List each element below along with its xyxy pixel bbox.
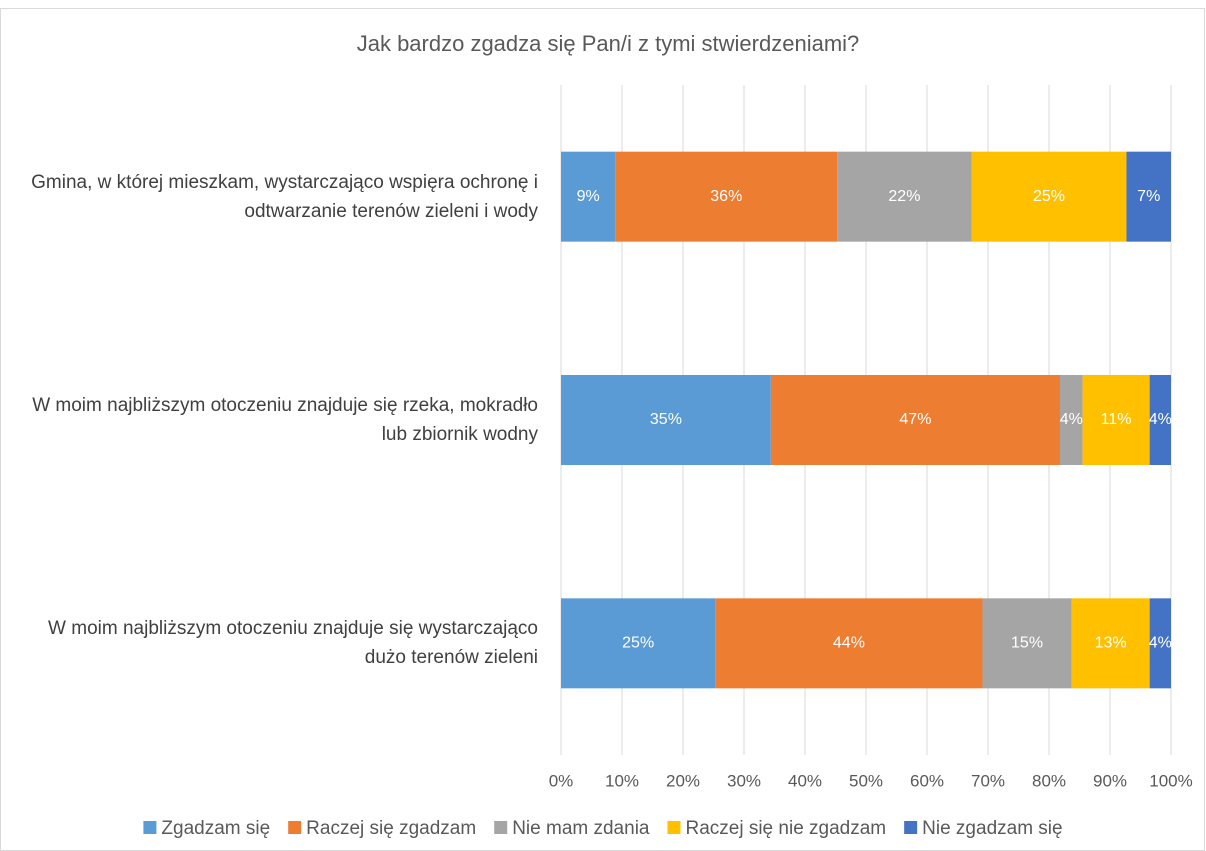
bar-segment: [837, 151, 972, 242]
bar-segment: [1149, 375, 1171, 465]
legend-label: Nie mam zdania: [512, 818, 650, 839]
data-label: 47%: [899, 411, 931, 428]
legend-label: Nie zgadzam się: [922, 818, 1062, 839]
legend-swatch: [143, 821, 157, 834]
data-label: 15%: [1011, 635, 1043, 652]
data-label: 13%: [1095, 635, 1127, 652]
category-label: W moim najbliższym otoczeniu znajduje si…: [32, 395, 538, 445]
legend-swatch: [494, 821, 508, 834]
chart-title: Jak bardzo zgadza się Pan/i z tymi stwie…: [357, 31, 860, 56]
data-label: 22%: [888, 188, 920, 205]
legend-label: Raczej się nie zgadzam: [685, 818, 886, 839]
x-tick-label: 80%: [1032, 771, 1066, 790]
data-label: 11%: [1101, 411, 1132, 428]
data-label: 9%: [577, 188, 600, 205]
legend-swatch: [904, 821, 918, 834]
data-label: 4%: [1060, 411, 1083, 428]
data-label: 36%: [710, 188, 742, 205]
data-label: 4%: [1149, 411, 1172, 428]
bar-segment: [1071, 598, 1150, 689]
x-tick-label: 60%: [910, 771, 944, 790]
bar-segment: [561, 375, 771, 465]
bar-segment: [715, 598, 983, 689]
bar-segment: [1126, 151, 1171, 242]
x-tick-label: 10%: [605, 771, 639, 790]
legend-label: Zgadzam się: [161, 818, 270, 839]
data-label: 25%: [1033, 188, 1065, 205]
x-tick-label: 90%: [1093, 771, 1127, 790]
data-label: 7%: [1137, 188, 1160, 205]
x-tick-label: 100%: [1149, 771, 1192, 790]
bar-segment: [561, 598, 716, 689]
bar-segment: [971, 151, 1127, 242]
bar-segment: [1149, 598, 1171, 689]
bar-segment: [770, 375, 1060, 465]
legend-label: Raczej się zgadzam: [306, 818, 476, 839]
x-tick-label: 20%: [666, 771, 700, 790]
legend-swatch: [288, 821, 302, 834]
x-tick-label: 50%: [849, 771, 883, 790]
legend-swatch: [667, 821, 681, 834]
x-tick-label: 30%: [727, 771, 761, 790]
x-tick-label: 70%: [971, 771, 1005, 790]
x-tick-label: 0%: [549, 771, 574, 790]
bar-segment: [561, 151, 616, 242]
bar-segment: [615, 151, 838, 242]
x-tick-label: 40%: [788, 771, 822, 790]
data-label: 4%: [1149, 635, 1172, 652]
data-label: 35%: [650, 411, 682, 428]
bar-segment: [1059, 375, 1083, 465]
category-label: Gmina, w której mieszkam, wystarczająco …: [31, 171, 538, 222]
bar-segment: [982, 598, 1072, 689]
data-label: 25%: [622, 635, 654, 652]
bar-segment: [1082, 375, 1150, 465]
category-label: W moim najbliższym otoczeniu znajduje si…: [48, 618, 538, 669]
data-label: 44%: [833, 635, 865, 652]
